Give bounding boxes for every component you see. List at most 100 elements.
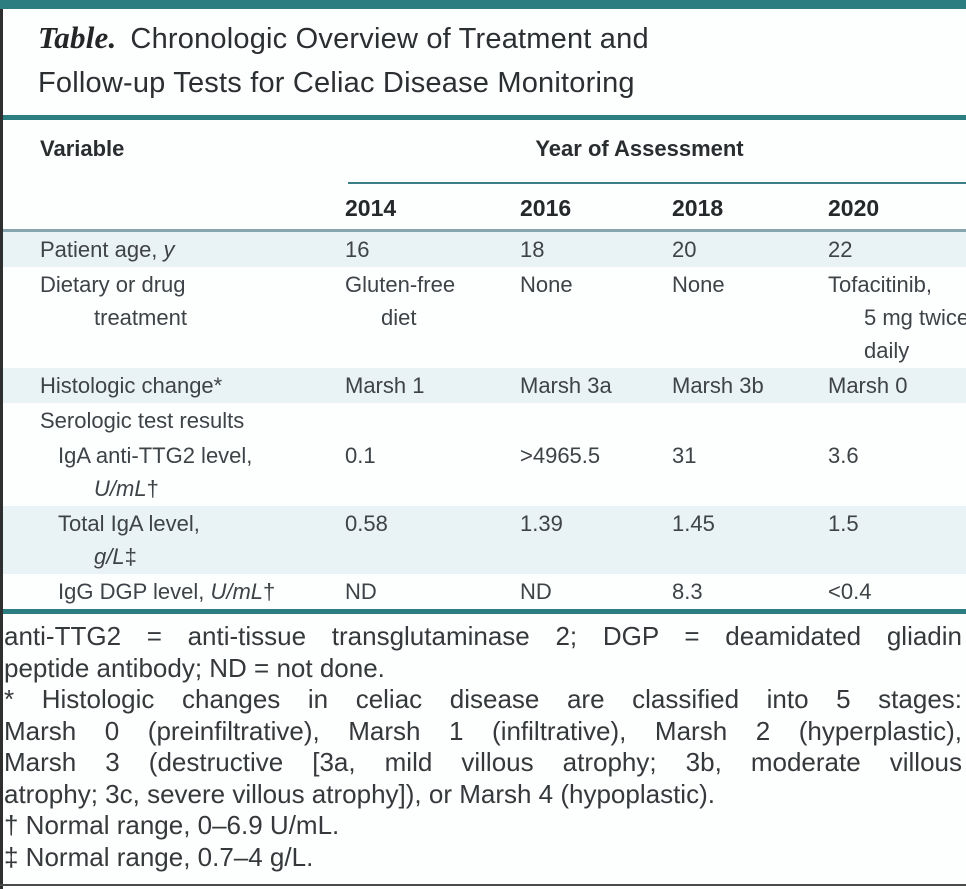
cell-line: 0.58 (345, 507, 520, 540)
row-value: None (672, 268, 828, 367)
cell-text: Gluten-free (345, 272, 456, 297)
year-column-headers: 2014 2016 2018 2020 (40, 193, 966, 223)
table-row: Serologic test results (0, 403, 966, 438)
footnotes: anti-TTG2 = anti-tissue transglutaminase… (0, 614, 966, 873)
cell-line: Gluten-free (345, 268, 520, 301)
cell-text: Dietary or drug (40, 272, 186, 297)
footnote-line: Marsh 3 (destructive [3a, mild villous a… (4, 747, 962, 777)
cell-line: Marsh 3a (520, 369, 672, 402)
row-value: 20 (672, 233, 828, 266)
cell-text: 1.5 (828, 511, 859, 536)
table-row: IgG DGP level, U/mL† ND ND 8.3 <0.4 (0, 574, 966, 609)
cell-text: 0.1 (345, 443, 376, 468)
row-value: Marsh 3b (672, 369, 828, 402)
cell-line: g/L‡ (40, 540, 345, 573)
row-label: IgG DGP level, U/mL† (40, 575, 345, 608)
cell-line: 1.45 (672, 507, 828, 540)
row-value: 8.3 (672, 575, 828, 608)
cell-text: Marsh 0 (828, 373, 908, 398)
cell-line: diet (345, 301, 520, 334)
top-accent-bar (0, 0, 966, 9)
cell-line: Total IgA level, (40, 507, 345, 540)
cell-text: 5 mg twice (864, 305, 966, 330)
row-value: ND (520, 575, 672, 608)
row-value: Gluten-free diet (345, 268, 520, 367)
footnote-line: Marsh 0 (preinfiltrative), Marsh 1 (infi… (4, 715, 962, 746)
cell-line: daily (828, 334, 966, 367)
row-value: ND (345, 575, 520, 608)
cell-line: IgA anti-TTG2 level, (40, 439, 345, 472)
row-value: Tofacitinib, 5 mg twice daily (828, 268, 966, 367)
table-title-text2: Follow-up Tests for Celiac Disease Monit… (38, 67, 635, 99)
cell-line: Dietary or drug (40, 268, 345, 301)
column-group-header-year-of-assessment: Year of Assessment (535, 136, 744, 161)
cell-text: 22 (828, 237, 853, 262)
cell-text: <0.4 (828, 579, 872, 604)
cell-line: 20 (672, 233, 828, 266)
cell-line: U/mL† (40, 472, 345, 505)
footnote-divider (0, 609, 966, 614)
cell-text: ‡ (124, 544, 137, 569)
row-value: 0.1 (345, 439, 520, 505)
cell-text: 0.58 (345, 511, 388, 536)
row-value: 16 (345, 233, 520, 266)
table-row: Total IgA level, g/L‡ 0.58 1.39 1.45 1.5 (0, 506, 966, 574)
cell-text: † (146, 476, 159, 501)
table-header-top: Variable Year of Assessment (40, 132, 966, 165)
cell-text: † (263, 579, 276, 604)
year-column-header: 2018 (672, 195, 724, 221)
table-row: Histologic change* Marsh 1 Marsh 3a Marsh 3… (0, 368, 966, 403)
year-group-divider (348, 182, 966, 184)
row-value (672, 404, 828, 437)
year-column-header: 2014 (345, 195, 397, 221)
cell-text: 1.39 (520, 511, 563, 536)
cell-line: 16 (345, 233, 520, 266)
cell-text: >4965.5 (520, 443, 601, 468)
row-label: Patient age, y (40, 233, 345, 266)
year-column-header: 2016 (520, 195, 572, 221)
cell-text: IgG DGP level, (58, 579, 211, 604)
cell-text: Patient age, (40, 237, 164, 262)
cell-text: Marsh 3a (520, 373, 612, 398)
cell-text: diet (381, 305, 417, 330)
cell-text: daily (864, 338, 910, 363)
footnote-line: anti-TTG2 = anti-tissue transglutaminase… (4, 621, 962, 651)
cell-text: None (520, 272, 573, 297)
row-value: 31 (672, 439, 828, 505)
row-value: >4965.5 (520, 439, 672, 505)
cell-line: Serologic test results (40, 404, 345, 437)
cell-text-italic: g/L (94, 544, 125, 569)
row-value: 1.45 (672, 507, 828, 573)
cell-text: Serologic test results (40, 408, 245, 433)
row-value: Marsh 3a (520, 369, 672, 402)
table-header: Variable Year of Assessment 2014 2016 2018… (0, 120, 966, 223)
year-spacer (40, 193, 345, 223)
cell-line: 0.1 (345, 439, 520, 472)
cell-text: 31 (672, 443, 697, 468)
table-row: Patient age, y 16 18 20 22 (0, 232, 966, 267)
row-label: IgA anti-TTG2 level, U/mL† (40, 439, 345, 505)
table-body: Patient age, y 16 18 20 22 Dietary or drug tre… (0, 232, 966, 609)
cell-text: treatment (94, 305, 187, 330)
footnote-line: * Histologic changes in celiac disease a… (4, 684, 962, 714)
row-value (828, 404, 966, 437)
cell-line: 1.5 (828, 507, 966, 540)
header-divider (0, 229, 966, 232)
cell-text: 3.6 (828, 443, 859, 468)
cell-line: Marsh 3b (672, 369, 828, 402)
row-value: 1.39 (520, 507, 672, 573)
cell-line: <0.4 (828, 575, 966, 608)
cell-line: None (520, 268, 672, 301)
cell-text: None (672, 272, 725, 297)
cell-line: 18 (520, 233, 672, 266)
cell-text: 16 (345, 237, 370, 262)
left-edge-line (0, 9, 3, 889)
footnote-line: ‡ Normal range, 0.7–4 g/L. (4, 841, 314, 872)
cell-line: Marsh 0 (828, 369, 966, 402)
table-row: Dietary or drug treatment Gluten-free diet N… (0, 267, 966, 368)
cell-text: IgA anti-TTG2 level, (58, 443, 253, 468)
row-value (345, 404, 520, 437)
cell-line: Tofacitinib, (828, 268, 966, 301)
title-divider (0, 115, 966, 120)
cell-text-italic: y (163, 237, 175, 262)
